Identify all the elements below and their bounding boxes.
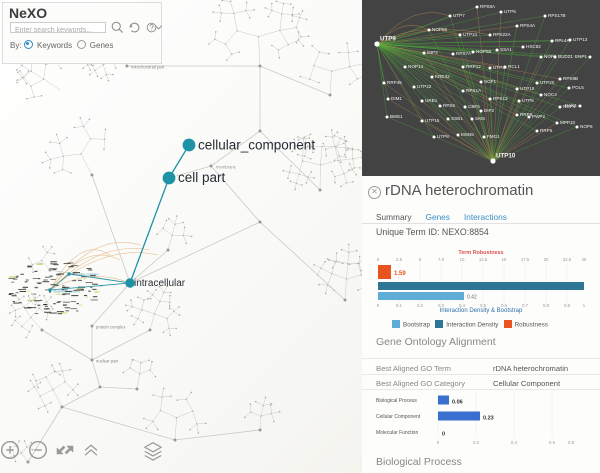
svg-text:FMG1: FMG1 (487, 134, 500, 139)
svg-text:0: 0 (377, 257, 380, 262)
svg-text:0.8: 0.8 (568, 440, 575, 445)
svg-text:NOP6: NOP6 (580, 124, 593, 129)
svg-text:URB1: URB1 (425, 98, 438, 103)
svg-text:RCL1: RCL1 (508, 64, 520, 69)
svg-text:RPS1A: RPS1A (466, 88, 482, 93)
svg-text:MPP10: MPP10 (560, 120, 576, 125)
svg-text:KRE33: KRE33 (435, 74, 450, 79)
svg-text:BMS1: BMS1 (390, 114, 403, 119)
svg-text:0.4: 0.4 (511, 440, 518, 445)
svg-text:2.5: 2.5 (396, 257, 403, 262)
svg-text:UTP6: UTP6 (504, 9, 516, 14)
svg-text:UTP21: UTP21 (463, 32, 478, 37)
svg-text:mito-ribo complex: mito-ribo complex (72, 273, 99, 277)
svg-text:cellular_component: cellular_component (198, 138, 315, 153)
svg-text:UTP15: UTP15 (425, 118, 440, 123)
svg-text:IMP3: IMP3 (427, 50, 438, 55)
svg-text:UTP7: UTP7 (453, 13, 465, 18)
svg-text:UTP10: UTP10 (496, 153, 516, 160)
svg-text:15: 15 (502, 257, 507, 262)
svg-text:25: 25 (582, 257, 586, 262)
svg-text:0: 0 (442, 432, 445, 438)
svg-text:UTP20: UTP20 (540, 80, 555, 85)
svg-text:mitochondrial part: mitochondrial part (131, 65, 165, 70)
svg-text:RPS9B: RPS9B (563, 76, 578, 81)
svg-text:UTP9: UTP9 (380, 36, 396, 43)
svg-text:UTP13: UTP13 (573, 37, 588, 42)
svg-text:SOF1: SOF1 (484, 79, 496, 84)
svg-text:SSB1: SSB1 (451, 116, 463, 121)
svg-text:17.5: 17.5 (521, 257, 530, 262)
svg-text:Cellular Component: Cellular Component (376, 414, 421, 420)
svg-text:10: 10 (460, 257, 465, 262)
svg-text:CBF5: CBF5 (468, 104, 480, 109)
svg-text:nuclear part: nuclear part (96, 359, 119, 364)
svg-text:POL5: POL5 (572, 85, 584, 90)
svg-text:NOC4: NOC4 (544, 92, 557, 97)
svg-text:RPS22A: RPS22A (493, 32, 512, 37)
svg-text:membrane: membrane (216, 165, 237, 170)
svg-text:0.42: 0.42 (467, 295, 477, 301)
svg-text:Term Robustness: Term Robustness (458, 250, 503, 256)
svg-text:MSN5: MSN5 (461, 132, 474, 137)
svg-text:1.59: 1.59 (394, 271, 406, 277)
svg-text:NOP1: NOP1 (563, 104, 576, 109)
svg-text:0.06: 0.06 (452, 400, 463, 406)
svg-text:0.6: 0.6 (549, 440, 556, 445)
svg-text:protein complex: protein complex (96, 325, 126, 330)
svg-text:RPS7A: RPS7A (456, 51, 472, 56)
svg-text:RRP5: RRP5 (540, 128, 553, 133)
svg-text:0.2: 0.2 (473, 440, 480, 445)
svg-text:0: 0 (437, 440, 440, 445)
svg-text:ribosomal subunit: ribosomal subunit (53, 290, 80, 294)
svg-text:UTP4: UTP4 (493, 65, 505, 70)
svg-text:7.5: 7.5 (438, 257, 445, 262)
svg-text:RRP9: RRP9 (520, 112, 533, 117)
svg-text:RRP45: RRP45 (387, 80, 402, 85)
svg-text:20: 20 (544, 257, 549, 262)
svg-text:DIP2: DIP2 (484, 108, 495, 113)
svg-text:NOP14: NOP14 (408, 64, 424, 69)
svg-text:RRP12: RRP12 (466, 64, 481, 69)
svg-text:RPS17B: RPS17B (548, 13, 566, 18)
svg-text:cell part: cell part (178, 170, 226, 185)
svg-text:NOP56: NOP56 (432, 27, 448, 32)
svg-text:RPS5: RPS5 (443, 103, 455, 108)
svg-text:12.5: 12.5 (479, 257, 488, 262)
svg-text:SKI6: SKI6 (475, 116, 485, 121)
svg-text:HSC82: HSC82 (526, 44, 541, 49)
svg-text:0.23: 0.23 (483, 416, 494, 422)
svg-text:RPS4A: RPS4A (520, 23, 536, 28)
svg-text:PWP2: PWP2 (532, 114, 545, 119)
svg-text:ENP1: ENP1 (575, 54, 587, 59)
svg-text:intracellular: intracellular (134, 278, 186, 289)
svg-text:DIM1: DIM1 (391, 96, 402, 101)
svg-text:UTP18: UTP18 (520, 86, 535, 91)
svg-text:NOP58: NOP58 (476, 49, 492, 54)
svg-text:Biological Process: Biological Process (376, 398, 417, 404)
svg-text:5: 5 (419, 257, 422, 262)
svg-text:RPS13: RPS13 (493, 96, 508, 101)
svg-text:UTP5: UTP5 (522, 98, 534, 103)
svg-text:SSA1: SSA1 (500, 47, 512, 52)
svg-text:RPL4A: RPL4A (555, 38, 570, 43)
svg-text:UTP8: UTP8 (437, 134, 449, 139)
svg-text:UTP22: UTP22 (417, 84, 432, 89)
svg-text:BUD21: BUD21 (558, 54, 573, 59)
svg-text:RPS8A: RPS8A (480, 4, 496, 9)
svg-text:22.5: 22.5 (563, 257, 572, 262)
svg-text:Molecular Function: Molecular Function (376, 430, 418, 436)
